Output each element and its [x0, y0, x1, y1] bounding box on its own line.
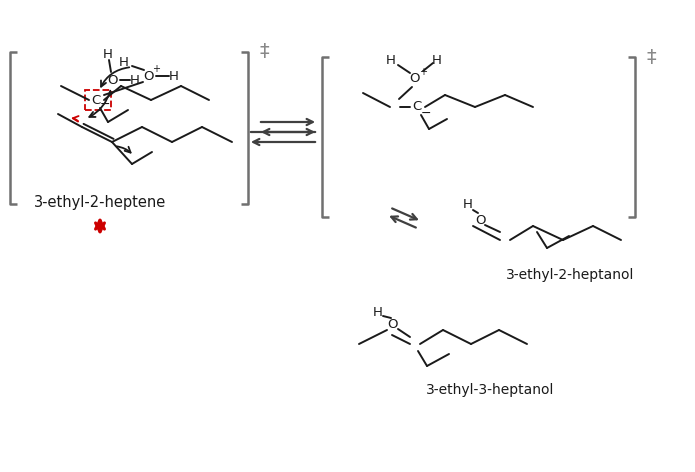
Text: O: O	[108, 74, 118, 86]
Text: H: H	[373, 305, 383, 319]
Text: H: H	[386, 54, 396, 67]
Text: 3-ethyl-3-heptanol: 3-ethyl-3-heptanol	[426, 383, 554, 397]
Text: H: H	[119, 56, 129, 68]
Text: H: H	[130, 74, 140, 86]
Text: ‡: ‡	[646, 48, 656, 67]
Text: O: O	[388, 318, 398, 330]
Text: O: O	[475, 213, 485, 227]
Text: +: +	[152, 64, 160, 74]
Text: −: −	[100, 98, 111, 110]
Text: +: +	[419, 67, 427, 77]
Text: 3-ethyl-2-heptene: 3-ethyl-2-heptene	[34, 194, 166, 210]
Text: O: O	[142, 69, 154, 83]
Text: H: H	[432, 54, 442, 67]
Text: C: C	[412, 101, 422, 113]
Text: ‡: ‡	[259, 42, 269, 61]
Text: H: H	[103, 48, 113, 60]
Text: C: C	[91, 93, 101, 107]
Text: H: H	[169, 69, 179, 83]
Text: O: O	[410, 73, 420, 85]
Text: −: −	[420, 107, 432, 119]
Text: 3-ethyl-2-heptanol: 3-ethyl-2-heptanol	[506, 268, 634, 282]
Text: H: H	[463, 199, 473, 211]
